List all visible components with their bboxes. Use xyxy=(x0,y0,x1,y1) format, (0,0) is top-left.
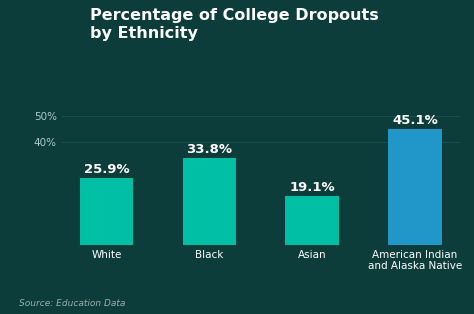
Bar xyxy=(80,178,133,245)
Text: Percentage of College Dropouts
by Ethnicity: Percentage of College Dropouts by Ethnic… xyxy=(90,8,379,41)
Text: Source: Education Data: Source: Education Data xyxy=(19,299,125,308)
Text: 45.1%: 45.1% xyxy=(392,114,438,127)
Bar xyxy=(388,129,442,245)
Bar xyxy=(182,158,236,245)
Text: 25.9%: 25.9% xyxy=(83,163,129,176)
Text: 33.8%: 33.8% xyxy=(186,143,232,156)
Text: 19.1%: 19.1% xyxy=(289,181,335,194)
Bar xyxy=(285,196,339,245)
